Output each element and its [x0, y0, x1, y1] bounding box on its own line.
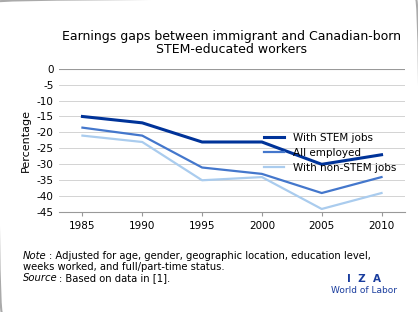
Text: Note: Note — [23, 251, 47, 261]
Text: STEM-educated workers: STEM-educated workers — [156, 43, 308, 56]
Text: : Based on data in [1].: : Based on data in [1]. — [59, 273, 170, 283]
Text: weeks worked, and full/part-time status.: weeks worked, and full/part-time status. — [23, 262, 224, 272]
Text: : Adjusted for age, gender, geographic location, education level,: : Adjusted for age, gender, geographic l… — [49, 251, 371, 261]
Y-axis label: Percentage: Percentage — [21, 109, 31, 172]
Text: I  Z  A: I Z A — [347, 274, 381, 284]
Text: World of Labor: World of Labor — [331, 286, 397, 295]
Text: Earnings gaps between immigrant and Canadian-born: Earnings gaps between immigrant and Cana… — [62, 30, 402, 43]
Text: Source: Source — [23, 273, 58, 283]
Legend: With STEM jobs, All employed, With non-STEM jobs: With STEM jobs, All employed, With non-S… — [260, 128, 400, 177]
